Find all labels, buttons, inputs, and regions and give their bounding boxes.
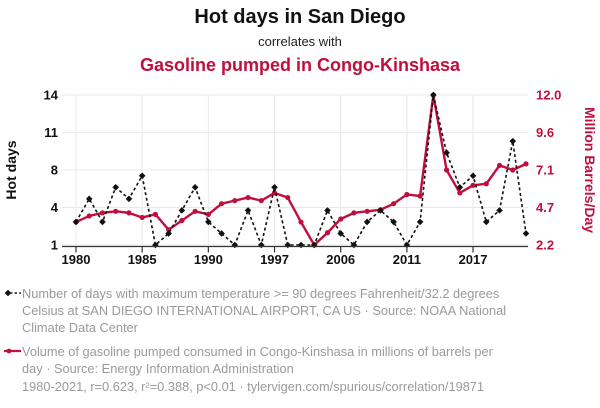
svg-text:1: 1 [51,238,58,253]
legend-item-hot-days: Number of days with maximum temperature … [4,285,534,336]
svg-text:1997: 1997 [260,252,289,267]
svg-text:9.6: 9.6 [536,125,554,140]
svg-text:7.1: 7.1 [536,163,554,178]
solid-dot-legend-marker [4,348,21,354]
right-axis-title: Million Barrels/Day [582,107,598,233]
legend-text-line: Celsius at SAN DIEGO INTERNATIONAL AIRPO… [22,303,507,318]
chart-connector-text: correlates with [258,34,342,49]
legend-item-gasoline: Volume of gasoline pumped consumed in Co… [4,343,534,377]
chart-subtitle: Gasoline pumped in Congo-Kinshasa [139,55,461,75]
svg-text:2.2: 2.2 [536,238,554,253]
chart-title: Hot days in San Diego [194,6,406,28]
svg-text:1985: 1985 [128,252,157,267]
x-axis [62,245,528,253]
left-axis-title: Hot days [3,140,19,199]
svg-text:11: 11 [44,125,58,140]
svg-text:2006: 2006 [326,252,355,267]
svg-text:1990: 1990 [194,252,223,267]
legend: Number of days with maximum temperature … [4,285,596,384]
svg-text:12.0: 12.0 [536,88,561,103]
axis-tick-labels: 1980 1985 1990 1997 2006 2011 2017 14 11 8 4 1 12.0 9… [44,88,562,268]
legend-text-line: Volume of gasoline pumped consumed in Co… [22,344,493,359]
stats-footer: 1980-2021, r=0.623, r²=0.388, p<0.01 · t… [22,379,485,394]
svg-text:4: 4 [51,200,59,215]
legend-text-line: day · Source: Energy Information Adminis… [22,361,294,376]
svg-text:1980: 1980 [62,252,91,267]
gridlines [62,94,528,246]
svg-text:2011: 2011 [393,252,421,267]
svg-text:8: 8 [51,163,58,178]
svg-text:4.7: 4.7 [536,200,554,215]
svg-text:14: 14 [44,88,59,103]
legend-text-line: Number of days with maximum temperature … [22,286,500,301]
legend-text-line: Climate Data Center [22,320,138,335]
chart-canvas: 1980 1985 1990 1997 2006 2011 2017 14 11 8 4 1 12.0 9… [3,88,598,268]
chart-header: Hot days in San Diego correlates with Ga… [0,5,600,91]
dashed-diamond-legend-marker [4,289,21,297]
svg-text:2017: 2017 [459,252,488,267]
